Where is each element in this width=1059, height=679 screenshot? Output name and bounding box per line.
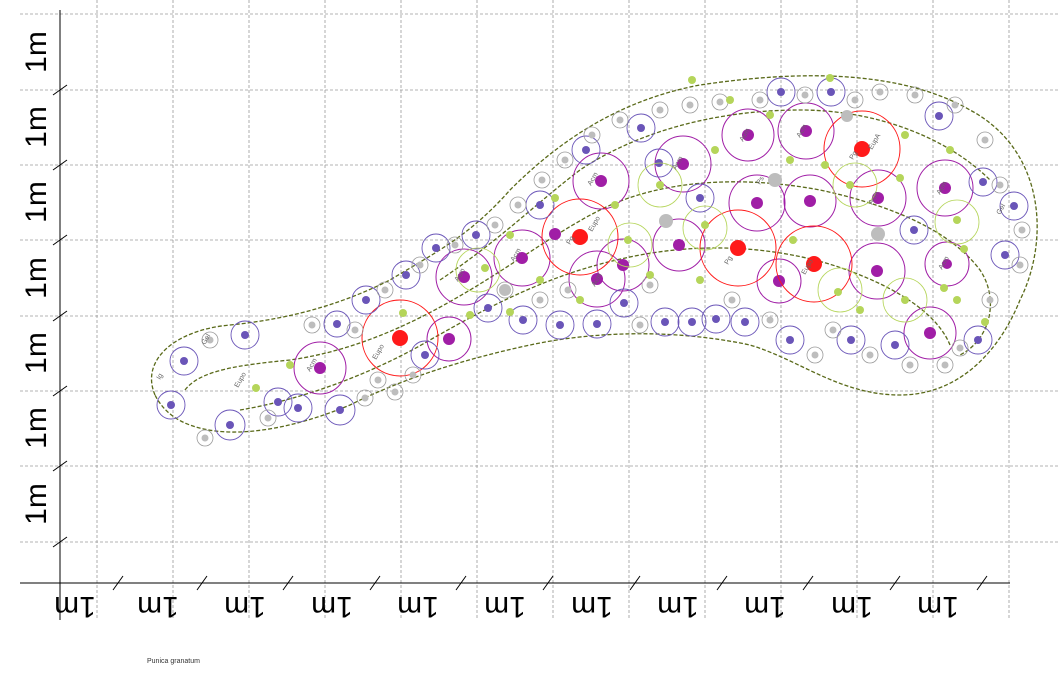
scale-label-v4: 1m — [20, 257, 53, 299]
scale-label-v5: 1m — [20, 332, 53, 374]
scale-label-h9: 1m — [744, 590, 786, 623]
groundcover-gel — [196, 83, 1031, 447]
scale-label-h2: 1m — [137, 590, 179, 623]
svg-text:Pg: Pg — [724, 255, 734, 266]
scale-label-h7: 1m — [571, 590, 613, 623]
legend-caption: Punica granatum — [147, 658, 200, 665]
grid — [20, 0, 1059, 620]
svg-text:EupA: EupA — [868, 132, 883, 151]
scale-label-h6: 1m — [484, 590, 526, 623]
svg-text:Ps: Ps — [756, 175, 766, 186]
bed-outer-outline — [150, 75, 1038, 433]
plants: Ig Gel Eupo Acm Eupo Acm Acm Pg Eupo Acm… — [156, 74, 1031, 447]
svg-text:Ig: Ig — [156, 372, 165, 381]
scale-label-h1: 1m — [54, 590, 96, 623]
tree-pg — [361, 110, 901, 377]
svg-text:Gel: Gel — [201, 333, 213, 346]
scale-label-h5: 1m — [397, 590, 439, 623]
bed-inner-outline-1 — [184, 181, 992, 391]
svg-text:Pg: Pg — [849, 150, 859, 161]
scale-label-h8: 1m — [657, 590, 699, 623]
scale-label-h10: 1m — [831, 590, 873, 623]
svg-text:Gel: Gel — [996, 203, 1008, 216]
grass-eupo — [252, 74, 989, 392]
svg-text:Pg: Pg — [566, 235, 576, 246]
scale-label-v1: 1m — [20, 31, 53, 73]
bed-inner-outline-2 — [239, 247, 951, 411]
scale-label-v3: 1m — [20, 181, 53, 223]
scale-label-h3: 1m — [224, 590, 266, 623]
scale-label-v7: 1m — [20, 483, 53, 525]
scale-label-v2: 1m — [20, 106, 53, 148]
shrub-ig — [156, 77, 1029, 441]
bed-inner-outline-3 — [439, 109, 991, 281]
scale-label-v6: 1m — [20, 407, 53, 449]
shrub-acm — [293, 102, 974, 395]
horizontal-scale: 1m 1m 1m 1m 1m 1m 1m 1m 1m 1m 1m — [20, 575, 1010, 623]
svg-text:Eupo: Eupo — [234, 371, 248, 389]
scale-label-h11: 1m — [917, 590, 959, 623]
scale-label-h4: 1m — [311, 590, 353, 623]
bed-outlines — [150, 75, 1038, 433]
svg-text:Eupo: Eupo — [588, 215, 602, 233]
vertical-scale: 1m 1m 1m 1m 1m 1m 1m — [20, 10, 68, 620]
svg-text:Eupo: Eupo — [372, 343, 386, 361]
